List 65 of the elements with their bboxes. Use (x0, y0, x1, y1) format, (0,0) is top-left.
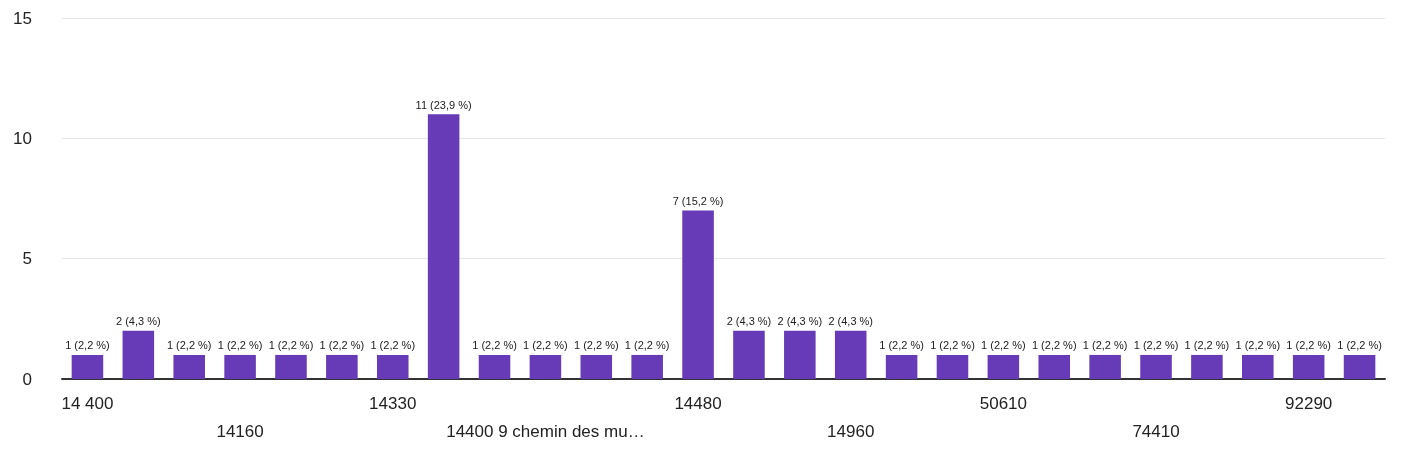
data-label: 1 (2,2 %) (370, 339, 416, 352)
x-tick-label: 14 400 (61, 393, 114, 413)
bar (1292, 354, 1325, 379)
data-label: 1 (2,2 %) (1235, 339, 1281, 352)
bar (631, 354, 663, 379)
y-tick-label: 15 (13, 8, 32, 28)
data-label: 1 (2,2 %) (930, 339, 975, 352)
bar (427, 114, 460, 379)
bar (1140, 354, 1172, 379)
bar (1191, 354, 1223, 379)
bar (275, 354, 307, 379)
x-tick-label: 50610 (979, 393, 1028, 413)
data-label: 1 (2,2 %) (1133, 339, 1179, 352)
data-label: 1 (2,2 %) (1286, 339, 1331, 352)
data-label: 1 (2,2 %) (624, 339, 670, 352)
data-label: 2 (4,3 %) (116, 315, 161, 328)
data-label: 2 (4,3 %) (777, 315, 823, 328)
data-label: 2 (4,3 %) (828, 315, 874, 328)
bar (834, 330, 867, 379)
x-tick-label: 14960 (827, 421, 875, 441)
bar (71, 354, 104, 379)
bar (987, 354, 1020, 379)
bar (122, 330, 155, 379)
x-tick-label: 74410 (1132, 421, 1180, 441)
y-tick-label: 5 (22, 249, 32, 269)
data-label: 1 (2,2 %) (573, 339, 619, 352)
data-label: 2 (4,3 %) (726, 315, 772, 328)
bar (173, 354, 205, 379)
bar (326, 354, 358, 379)
bar (733, 330, 765, 379)
data-label: 1 (2,2 %) (65, 339, 110, 352)
bar (936, 354, 969, 379)
x-tick-label: 92290 (1285, 393, 1333, 413)
data-label: 11 (23,9 %) (415, 98, 472, 111)
bar (1242, 354, 1274, 379)
bar (682, 210, 714, 379)
data-label: 1 (2,2 %) (319, 339, 365, 352)
data-label: 1 (2,2 %) (879, 339, 924, 352)
data-label: 1 (2,2 %) (268, 339, 314, 352)
y-tick-label: 10 (13, 128, 32, 148)
bar (885, 354, 918, 379)
x-tick-label: 14400 9 chemin des mu… (446, 421, 645, 441)
bar (1038, 354, 1071, 379)
data-label: 1 (2,2 %) (217, 339, 263, 352)
data-label: 1 (2,2 %) (1082, 339, 1128, 352)
data-label: 1 (2,2 %) (1031, 339, 1077, 352)
data-label: 1 (2,2 %) (523, 339, 568, 352)
data-label: 1 (2,2 %) (1337, 339, 1382, 352)
bar (784, 330, 816, 379)
data-label: 1 (2,2 %) (472, 339, 517, 352)
bar (224, 354, 256, 379)
bar (580, 354, 613, 379)
bar (529, 354, 562, 379)
x-tick-label: 14160 (216, 421, 264, 441)
x-tick-label: 14480 (674, 393, 722, 413)
data-label: 1 (2,2 %) (1184, 339, 1230, 352)
bar (478, 354, 511, 379)
bar (376, 354, 409, 379)
data-label: 1 (2,2 %) (981, 339, 1026, 352)
data-label: 1 (2,2 %) (166, 339, 212, 352)
data-label: 7 (15,2 %) (672, 195, 724, 208)
y-tick-label: 0 (22, 369, 32, 389)
bar (1089, 354, 1121, 379)
x-tick-label: 14330 (369, 393, 417, 413)
bar (1343, 354, 1376, 379)
